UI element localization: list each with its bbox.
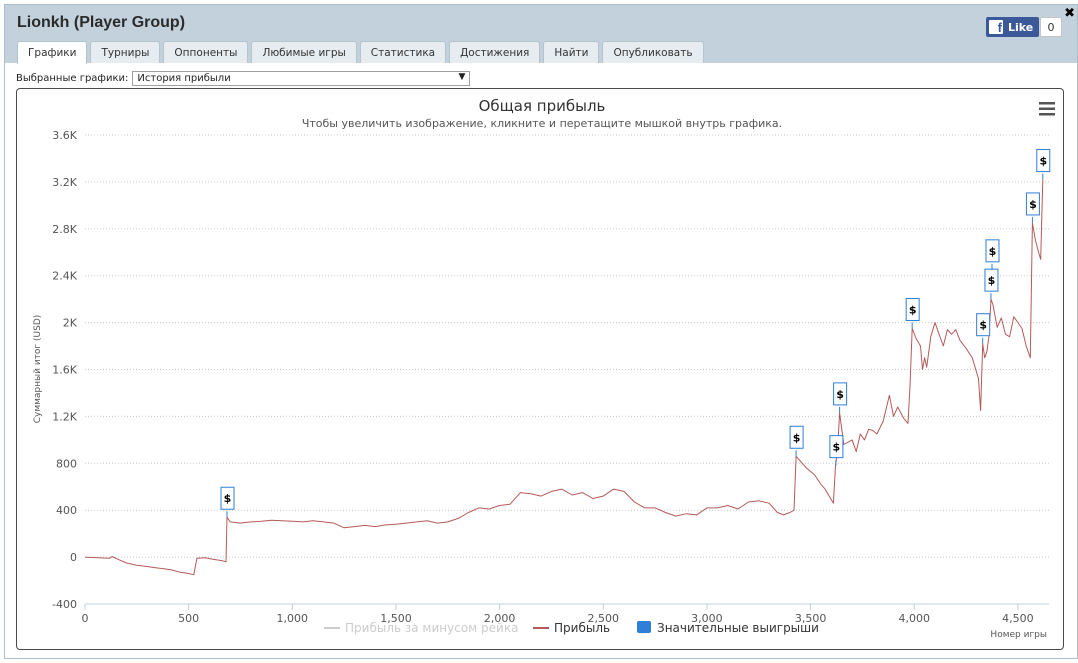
svg-text:$: $ (224, 492, 232, 505)
graph-selector-label: Выбранные графики: (16, 73, 129, 84)
x-tick-label: 4,000 (898, 612, 930, 625)
profit-series-line[interactable] (84, 179, 1044, 576)
x-tick-label: 500 (178, 612, 199, 625)
x-tick-label: 3,500 (795, 612, 827, 625)
big-win-flag[interactable]: $ (984, 268, 999, 300)
facebook-like-label: Like (1008, 20, 1034, 34)
svg-text:Прибыль: Прибыль (554, 621, 610, 635)
legend-item[interactable]: Значительные выигрыши (637, 621, 819, 635)
facebook-icon: f (989, 20, 1003, 34)
chart-legend: Прибыль за минусом рейка Прибыль Значитель… (324, 621, 819, 635)
y-tick-label: 800 (56, 457, 77, 470)
chart-container[interactable]: Общая прибыль Чтобы увеличить изображени… (16, 88, 1064, 650)
x-tick-label: 0 (82, 612, 89, 625)
y-tick-label: -400 (52, 598, 77, 611)
svg-text:$: $ (793, 431, 801, 444)
big-win-flag[interactable]: $ (789, 425, 804, 457)
svg-text:$: $ (1039, 155, 1047, 168)
svg-text:$: $ (836, 388, 844, 401)
tab-bar: Графики Турниры Оппоненты Любимые игры С… (17, 41, 707, 64)
player-group-window: Lionkh (Player Group) ✖ f Like 0 Графики… (4, 4, 1078, 659)
y-tick-label: 3.6K (52, 129, 77, 142)
svg-text:$: $ (833, 441, 841, 454)
svg-text:$: $ (989, 245, 997, 258)
legend-item[interactable]: Прибыль (533, 621, 610, 635)
svg-text:Значительные выигрыши: Значительные выигрыши (657, 621, 819, 635)
y-tick-label: 2.4K (52, 270, 77, 283)
y-tick-label: 3.2K (52, 176, 77, 189)
x-tick-label: 2,500 (588, 612, 620, 625)
x-tick-label: 3,000 (691, 612, 723, 625)
big-win-flag[interactable]: $ (985, 239, 1000, 270)
y-tick-label: 1.2K (52, 410, 77, 423)
big-win-flag[interactable]: $ (829, 435, 844, 466)
chart-menu-icon[interactable] (1039, 102, 1055, 116)
y-tick-label: 2K (63, 317, 78, 330)
close-icon[interactable]: ✖ (1064, 6, 1075, 21)
legend-item[interactable]: Прибыль за минусом рейка (324, 621, 518, 635)
tab-statistics[interactable]: Статистика (359, 41, 447, 63)
big-win-flag[interactable]: $ (976, 313, 991, 344)
x-tick-label: 1,000 (277, 612, 309, 625)
facebook-like-button[interactable]: f Like (986, 17, 1040, 37)
y-axis-label: Суммарный итог (USD) (33, 315, 43, 424)
x-axis-label: Номер игры (990, 630, 1047, 640)
y-tick-label: 1.6K (52, 364, 77, 377)
tab-achievements[interactable]: Достижения (449, 41, 541, 63)
big-win-flag[interactable]: $ (905, 297, 920, 329)
svg-text:$: $ (909, 303, 917, 316)
tab-opponents[interactable]: Оппоненты (163, 41, 249, 63)
tab-favorite-games[interactable]: Любимые игры (251, 41, 357, 63)
y-tick-label: 0 (70, 551, 77, 564)
graph-select-dropdown[interactable]: История прибыли ▼ (132, 71, 471, 86)
chart-subtitle: Чтобы увеличить изображение, кликните и … (302, 117, 782, 130)
svg-text:$: $ (988, 274, 996, 287)
tab-find[interactable]: Найти (543, 41, 600, 63)
svg-text:$: $ (1029, 198, 1037, 211)
svg-text:Прибыль за минусом рейка: Прибыль за минусом рейка (345, 621, 518, 635)
x-tick-label: 1,500 (380, 612, 412, 625)
window-title: Lionkh (Player Group) (17, 14, 186, 31)
dropdown-arrow-icon: ▼ (458, 72, 466, 82)
facebook-like-count: 0 (1040, 17, 1062, 37)
x-tick-label: 2,000 (484, 612, 516, 625)
tab-publish[interactable]: Опубликовать (602, 41, 704, 63)
profit-chart[interactable]: Общая прибыль Чтобы увеличить изображени… (17, 89, 1063, 649)
big-win-flag[interactable]: $ (1036, 149, 1051, 180)
tab-tournaments[interactable]: Турниры (90, 41, 161, 63)
svg-text:$: $ (979, 319, 987, 332)
chart-title: Общая прибыль (479, 97, 606, 115)
window-header: Lionkh (Player Group) ✖ f Like 0 Графики… (5, 5, 1077, 64)
y-tick-label: 400 (56, 504, 77, 517)
graph-selector: Выбранные графики: История прибыли ▼ (16, 71, 471, 86)
x-tick-label: 4,500 (1002, 612, 1034, 625)
big-win-flag[interactable]: $ (833, 382, 848, 413)
big-win-flag[interactable]: $ (1025, 192, 1040, 223)
big-win-flag[interactable]: $ (220, 486, 235, 518)
graph-select-value: История прибыли (137, 73, 231, 84)
tab-graphs[interactable]: Графики (17, 41, 88, 64)
y-tick-label: 2.8K (52, 223, 77, 236)
